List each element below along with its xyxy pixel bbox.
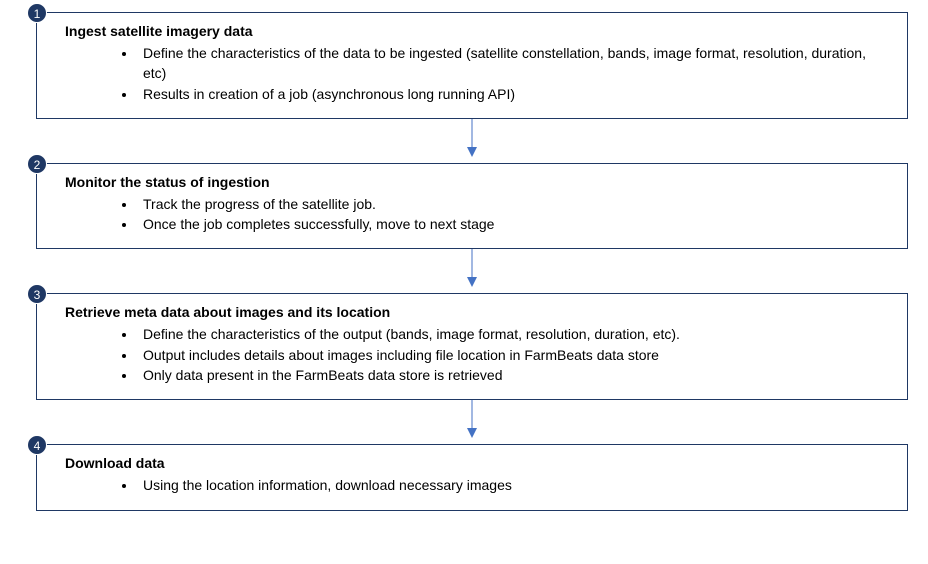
step-4-bullets: Using the location information, download… <box>65 475 891 495</box>
list-item: Results in creation of a job (asynchrono… <box>137 84 891 104</box>
step-1-title: Ingest satellite imagery data <box>65 23 891 39</box>
step-2-title: Monitor the status of ingestion <box>65 174 891 190</box>
list-item: Once the job completes successfully, mov… <box>137 214 891 234</box>
step-2-badge: 2 <box>27 154 47 174</box>
step-3-bullets: Define the characteristics of the output… <box>65 324 891 385</box>
step-1-bullets: Define the characteristics of the data t… <box>65 43 891 104</box>
arrow-2-to-3 <box>36 249 908 287</box>
list-item: Only data present in the FarmBeats data … <box>137 365 891 385</box>
arrow-down-icon <box>466 249 478 287</box>
list-item: Track the progress of the satellite job. <box>137 194 891 214</box>
step-4-title: Download data <box>65 455 891 471</box>
arrow-1-to-2 <box>36 119 908 157</box>
step-2-bullets: Track the progress of the satellite job.… <box>65 194 891 235</box>
step-3-box: 3 Retrieve meta data about images and it… <box>36 293 908 400</box>
list-item: Define the characteristics of the output… <box>137 324 891 344</box>
list-item: Using the location information, download… <box>137 475 891 495</box>
list-item: Output includes details about images inc… <box>137 345 891 365</box>
arrow-3-to-4 <box>36 400 908 438</box>
list-item: Define the characteristics of the data t… <box>137 43 891 84</box>
step-1-box: 1 Ingest satellite imagery data Define t… <box>36 12 908 119</box>
arrow-down-icon <box>466 400 478 438</box>
step-4-badge: 4 <box>27 435 47 455</box>
arrow-down-icon <box>466 119 478 157</box>
flowchart-canvas: 1 Ingest satellite imagery data Define t… <box>0 0 928 564</box>
step-4-box: 4 Download data Using the location infor… <box>36 444 908 510</box>
step-2-box: 2 Monitor the status of ingestion Track … <box>36 163 908 250</box>
step-3-title: Retrieve meta data about images and its … <box>65 304 891 320</box>
step-1-badge: 1 <box>27 3 47 23</box>
step-3-badge: 3 <box>27 284 47 304</box>
